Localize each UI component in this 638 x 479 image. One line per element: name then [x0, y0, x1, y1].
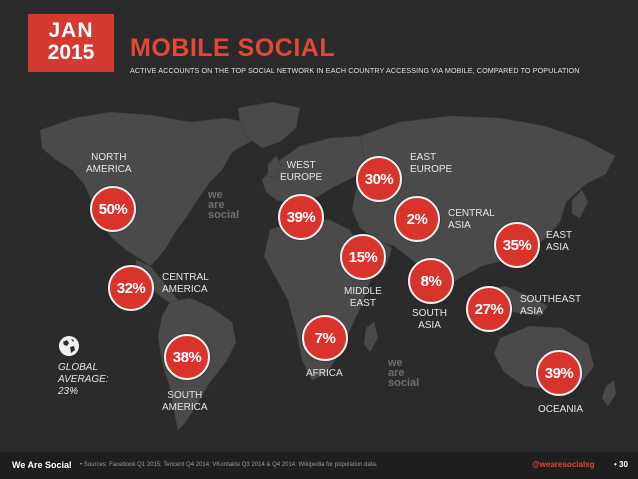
- region-label-line: ASIA: [418, 320, 441, 331]
- region-bubble-oceania: 39%: [536, 350, 582, 396]
- footer-handle[interactable]: @wearesocialsg: [532, 460, 595, 469]
- watermark-line: social: [208, 209, 240, 221]
- region-bubble-east-europe: 30%: [356, 156, 402, 202]
- region-label-line: EAST: [410, 152, 437, 163]
- region-label-line: MIDDLE: [344, 286, 382, 297]
- region-bubble-central-america: 32%: [108, 265, 154, 311]
- watermark-line: are: [388, 367, 405, 379]
- region-label-west-europe: WEST EUROPE: [280, 160, 322, 184]
- new-zealand-landmass: [601, 379, 617, 407]
- date-month: JAN: [48, 19, 94, 42]
- date-badge: JAN 2015: [28, 14, 114, 72]
- region-bubble-middle-east: 15%: [340, 234, 386, 280]
- global-average-line: GLOBAL: [58, 362, 99, 373]
- region-label-line: ASIA: [448, 220, 471, 231]
- region-label-line: AMERICA: [162, 284, 208, 295]
- region-label-east-europe: EAST EUROPE: [410, 152, 452, 176]
- madagascar-landmass: [363, 321, 379, 353]
- global-average-line: AVERAGE:: [58, 374, 109, 385]
- region-bubble-north-america: 50%: [90, 186, 136, 232]
- page-number: • 30: [614, 460, 628, 469]
- region-bubble-southeast-asia: 27%: [466, 286, 512, 332]
- footer-brand: We Are Social: [12, 460, 72, 470]
- region-label-southeast-asia: SOUTHEAST ASIA: [520, 294, 581, 318]
- region-label-north-america: NORTH AMERICA: [86, 152, 132, 176]
- region-label-line: AMERICA: [86, 164, 132, 175]
- region-label-line: WEST: [286, 160, 316, 171]
- global-average-value: 23%: [58, 386, 79, 397]
- watermark-bottom: we are social: [388, 357, 420, 389]
- region-bubble-central-asia: 2%: [394, 196, 440, 242]
- region-label-line: EAST: [546, 230, 573, 241]
- region-label-line: ASIA: [520, 306, 543, 317]
- slide-title: MOBILE SOCIAL: [130, 34, 336, 62]
- footer-sources: • Sources: Facebook Q1 2015; Tencent Q4 …: [80, 462, 378, 468]
- region-label-line: EUROPE: [410, 164, 453, 175]
- region-label-line: SOUTH: [412, 308, 447, 319]
- region-label-line: AFRICA: [306, 368, 343, 379]
- region-bubble-east-asia: 35%: [494, 222, 540, 268]
- region-label-line: SOUTH: [167, 390, 203, 401]
- region-label-line: EUROPE: [280, 172, 323, 183]
- region-label-line: SOUTHEAST: [520, 294, 582, 305]
- date-year: 2015: [47, 41, 95, 64]
- region-label-central-america: CENTRAL AMERICA: [162, 272, 209, 296]
- watermark-line: social: [388, 377, 420, 389]
- global-average-label: GLOBAL AVERAGE: 23%: [58, 362, 109, 398]
- watermark-line: we: [208, 189, 223, 201]
- region-label-middle-east: MIDDLE EAST: [344, 286, 382, 310]
- watermark-line: we: [388, 357, 403, 369]
- region-label-line: CENTRAL: [448, 208, 495, 219]
- globe-icon: [59, 336, 79, 356]
- region-label-south-america: SOUTH AMERICA: [162, 390, 208, 414]
- north-america-landmass: [39, 111, 256, 267]
- region-bubble-south-america: 38%: [164, 334, 210, 380]
- region-label-line: AMERICA: [162, 402, 208, 413]
- region-label-africa: AFRICA: [306, 368, 343, 380]
- uk-landmass: [267, 155, 283, 179]
- watermark-line: are: [208, 199, 225, 211]
- footer: We Are Social • Sources: Facebook Q1 201…: [0, 452, 638, 479]
- region-label-east-asia: EAST ASIA: [546, 230, 572, 254]
- region-label-line: ASIA: [546, 242, 569, 253]
- slide-subtitle: ACTIVE ACCOUNTS ON THE TOP SOCIAL NETWOR…: [130, 66, 580, 75]
- region-bubble-africa: 7%: [302, 315, 348, 361]
- japan-landmass: [571, 189, 589, 219]
- watermark-top: we are social: [208, 189, 240, 221]
- region-label-line: EAST: [349, 298, 376, 309]
- region-bubble-west-europe: 39%: [278, 194, 324, 240]
- region-bubble-south-asia: 8%: [408, 258, 454, 304]
- greenland-landmass: [237, 101, 301, 149]
- region-label-oceania: OCEANIA: [538, 404, 583, 416]
- region-label-south-asia: SOUTH ASIA: [412, 308, 447, 332]
- region-label-central-asia: CENTRAL ASIA: [448, 208, 495, 232]
- region-label-line: OCEANIA: [538, 404, 584, 415]
- region-label-line: CENTRAL: [162, 272, 209, 283]
- region-label-line: NORTH: [91, 152, 127, 163]
